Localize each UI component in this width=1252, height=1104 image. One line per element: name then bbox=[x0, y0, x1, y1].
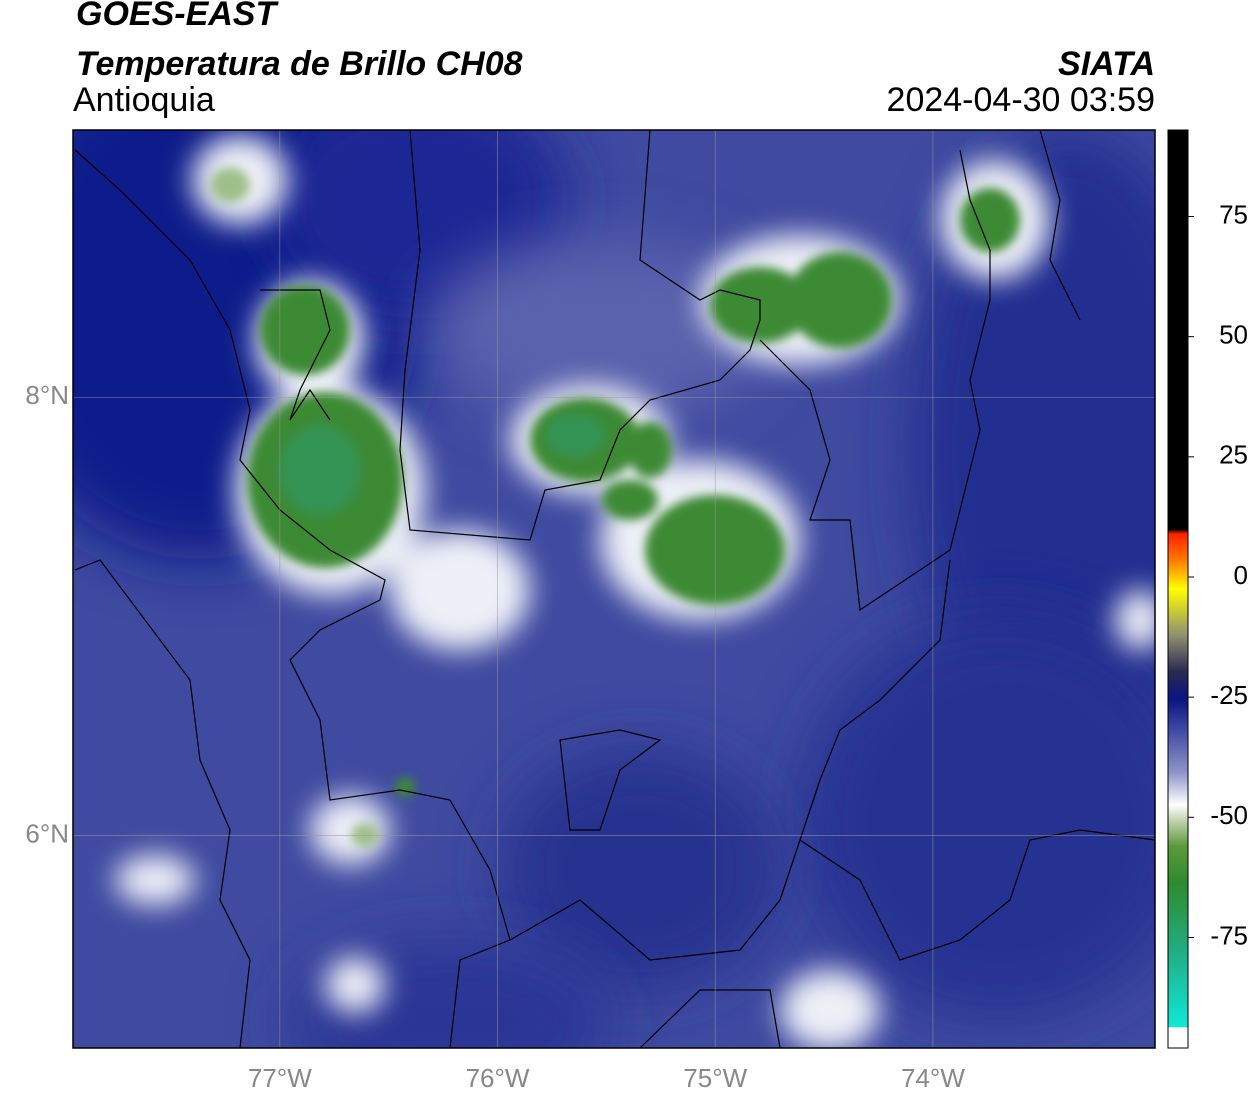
y-tick-label: 8°N bbox=[25, 380, 69, 410]
x-tick-label: 76°W bbox=[466, 1063, 530, 1093]
satellite: GOES-EAST bbox=[76, 0, 279, 33]
datetime: 2024-04-30 03:59 bbox=[887, 81, 1155, 119]
colorbar-tick-label: 0 bbox=[1234, 560, 1248, 590]
satellite-image bbox=[73, 130, 1155, 1048]
colorbar bbox=[1167, 129, 1189, 1049]
colorbar-tick-label: 25 bbox=[1219, 440, 1248, 470]
x-tick-label: 75°W bbox=[683, 1063, 747, 1093]
title: Temperatura de Brillo CH08 bbox=[76, 45, 523, 83]
x-tick-label: 77°W bbox=[248, 1063, 312, 1093]
source: SIATA bbox=[1058, 45, 1155, 83]
region: Antioquia bbox=[73, 81, 215, 119]
y-tick-label: 6°N bbox=[25, 818, 69, 848]
colorbar-tick-label: -25 bbox=[1210, 680, 1248, 710]
x-tick-label: 74°W bbox=[901, 1063, 965, 1093]
colorbar-tick-label: -75 bbox=[1210, 920, 1248, 950]
map-frame bbox=[72, 129, 1156, 1049]
colorbar-tick-label: 50 bbox=[1219, 320, 1248, 350]
colorbar-tick-label: -50 bbox=[1210, 800, 1248, 830]
colorbar-tick-label: 75 bbox=[1219, 199, 1248, 229]
